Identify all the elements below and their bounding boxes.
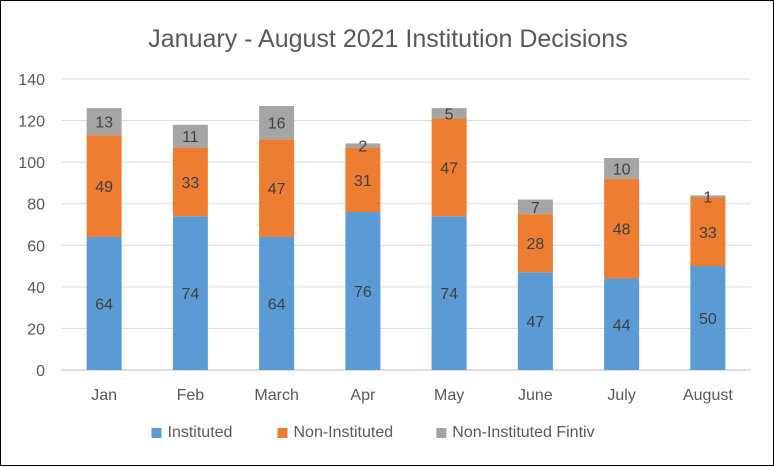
data-label: 10 <box>613 161 631 178</box>
x-tick-label: June <box>518 387 553 404</box>
data-label: 47 <box>440 160 458 177</box>
data-label: 16 <box>268 116 286 133</box>
bar-segment <box>172 147 208 217</box>
y-tick-label: 100 <box>18 155 45 172</box>
legend-swatch <box>151 428 162 438</box>
legend-label: Non-Instituted Fintiv <box>452 424 594 441</box>
data-label: 74 <box>181 286 199 303</box>
bar-segment <box>690 195 726 198</box>
bar-segment <box>86 135 122 237</box>
bars <box>86 106 726 370</box>
chart-title: January - August 2021 Institution Decisi… <box>148 25 627 53</box>
gridlines <box>61 78 751 371</box>
data-label: 48 <box>613 222 631 239</box>
bar-segment <box>690 197 726 267</box>
y-axis-ticks: 0 20 40 60 80 100 120 140 <box>18 72 45 380</box>
data-label: 33 <box>699 225 717 242</box>
data-label: 5 <box>445 106 454 123</box>
bar-segment <box>604 178 640 279</box>
bar-segment <box>604 278 640 370</box>
bar-segment <box>517 214 553 273</box>
legend-label: Non-Instituted <box>294 424 394 441</box>
y-tick-label: 0 <box>36 363 45 380</box>
bar-segment <box>259 236 295 370</box>
x-tick-label: March <box>254 387 298 404</box>
bar-segment <box>690 266 726 370</box>
x-tick-label: August <box>683 387 733 404</box>
y-tick-label: 40 <box>27 280 45 297</box>
legend: Instituted Non-Instituted Non-Instituted F… <box>151 424 595 441</box>
x-tick-label: Feb <box>177 387 205 404</box>
y-tick-label: 20 <box>27 321 45 338</box>
data-labels: 64 49 13 74 33 11 64 47 16 76 31 2 74 47 5 47 28 7 44 48 10 5… <box>95 106 717 334</box>
bar-segment <box>431 108 467 119</box>
data-label: 13 <box>95 115 113 132</box>
bar-segment <box>604 157 640 179</box>
data-label: 47 <box>268 181 286 198</box>
bar-segment <box>345 143 381 148</box>
data-label: 50 <box>699 311 717 328</box>
x-tick-label: May <box>434 387 464 404</box>
data-label: 31 <box>354 173 372 190</box>
data-label: 28 <box>526 236 544 253</box>
bar-segment <box>259 106 295 140</box>
legend-swatch <box>436 428 447 438</box>
legend-label: Instituted <box>168 424 233 441</box>
x-tick-label: Jan <box>91 387 117 404</box>
bar-segment <box>431 216 467 370</box>
legend-swatch <box>277 428 288 438</box>
x-tick-label: Apr <box>350 387 376 404</box>
legend-item: Non-Instituted Fintiv <box>436 424 595 441</box>
data-label: 1 <box>703 189 712 206</box>
y-tick-label: 60 <box>27 238 45 255</box>
y-tick-label: 140 <box>18 72 45 89</box>
y-tick-label: 80 <box>27 197 45 214</box>
bar-segment <box>172 216 208 370</box>
bar-segment <box>345 212 381 370</box>
bar-segment <box>517 199 553 215</box>
bar-segment <box>259 139 295 237</box>
data-label: 64 <box>268 296 286 313</box>
data-label: 64 <box>95 296 113 313</box>
bar-segment <box>172 124 208 148</box>
data-label: 76 <box>354 284 372 301</box>
bar-segment <box>517 272 553 370</box>
bar-segment <box>86 236 122 370</box>
bar-segment <box>86 108 122 136</box>
y-tick-label: 120 <box>18 114 45 131</box>
data-label: 44 <box>613 317 631 334</box>
data-label: 49 <box>95 179 113 196</box>
x-tick-label: July <box>607 387 635 404</box>
data-label: 74 <box>440 286 458 303</box>
bar-segment <box>345 147 381 213</box>
x-axis-ticks: Jan Feb March Apr May June July August <box>91 387 733 404</box>
legend-item: Non-Instituted <box>277 424 394 441</box>
bar-segment <box>431 118 467 217</box>
data-label: 2 <box>358 139 367 156</box>
legend-item: Instituted <box>151 424 233 441</box>
data-label: 11 <box>182 129 199 146</box>
data-label: 47 <box>526 314 544 331</box>
data-label: 33 <box>181 175 199 192</box>
data-label: 7 <box>531 200 540 217</box>
